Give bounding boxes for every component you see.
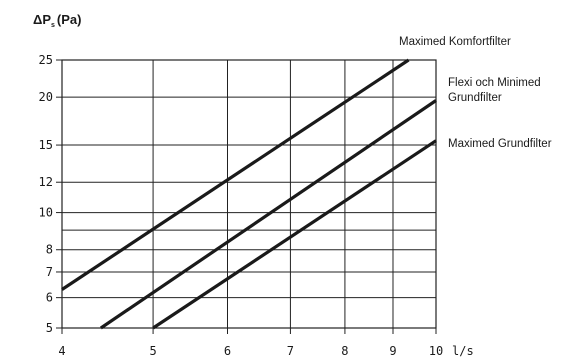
y-tick-label: 20: [39, 90, 53, 104]
plot-frame: [61, 59, 437, 329]
x-tick-label: 6: [224, 344, 231, 358]
series-line: [100, 99, 437, 330]
y-tick-label: 8: [46, 243, 53, 257]
x-axis-unit: l/s: [452, 344, 474, 358]
y-tick-label: 6: [46, 291, 53, 305]
x-tick-label: 5: [149, 344, 156, 358]
series-label: Flexi och Minimed Grundfilter: [448, 77, 541, 104]
x-tick-label: 4: [58, 344, 65, 358]
grid: [62, 60, 436, 328]
y-tick-label: 12: [39, 175, 53, 189]
series-label: Maximed Komfortfilter: [399, 36, 511, 48]
y-tick-label: 5: [46, 321, 53, 335]
y-axis-ticks: 5 6 7 8 10 12 15 20 25: [39, 53, 62, 335]
series-line: [61, 58, 410, 291]
y-tick-label: 25: [39, 53, 53, 67]
y-tick-label: 15: [39, 138, 53, 152]
x-tick-label: 7: [287, 344, 294, 358]
y-tick-label: 10: [39, 206, 53, 220]
y-tick-label: 7: [46, 265, 53, 279]
x-axis-ticks: 4 5 6 7 8 9 10: [58, 328, 443, 358]
series-line: [152, 139, 437, 330]
series-labels: Maximed Komfortfilter Flexi och Minimed Gr…: [399, 36, 552, 150]
x-tick-label: 8: [341, 344, 348, 358]
y-axis-title: ΔPs (Pa): [33, 12, 81, 29]
series-layer: [61, 58, 437, 330]
series-label: Maximed Grundfilter: [448, 138, 552, 150]
x-tick-label: 9: [389, 344, 396, 358]
x-tick-label: 10: [429, 344, 443, 358]
